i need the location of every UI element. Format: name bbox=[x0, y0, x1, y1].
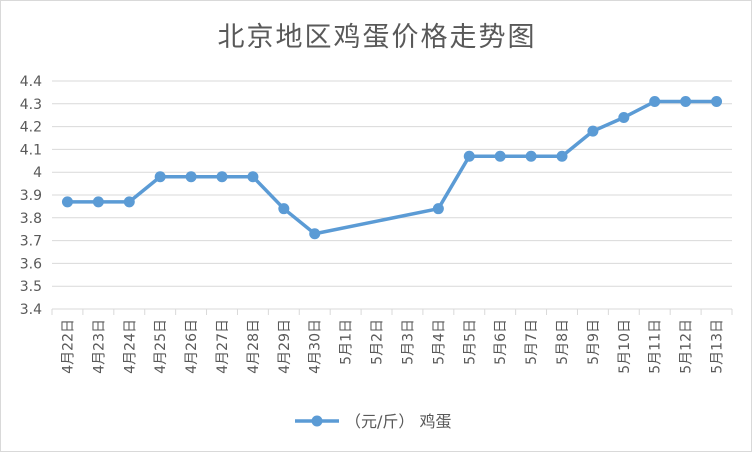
data-point bbox=[309, 228, 321, 240]
x-tick-label: 4月23日 bbox=[91, 319, 107, 374]
y-tick-label: 3.7 bbox=[20, 234, 42, 250]
data-point bbox=[247, 171, 259, 183]
data-point bbox=[494, 150, 506, 162]
x-tick-label: 5月2日 bbox=[370, 319, 386, 365]
y-tick-label: 4.4 bbox=[20, 74, 42, 90]
y-tick-label: 4.2 bbox=[20, 120, 42, 136]
y-tick-label: 3.9 bbox=[20, 188, 42, 204]
data-point bbox=[680, 96, 692, 108]
x-tick-label: 4月26日 bbox=[184, 319, 200, 374]
series-line bbox=[67, 99, 717, 236]
x-tick-label: 4月28日 bbox=[246, 319, 262, 374]
x-tick-label: 5月12日 bbox=[679, 319, 695, 374]
legend-label: （元/斤） 鸡蛋 bbox=[345, 412, 451, 431]
x-tick-label: 5月1日 bbox=[339, 319, 355, 365]
data-point bbox=[618, 111, 630, 123]
x-tick-label: 5月6日 bbox=[493, 319, 509, 365]
x-tick-label: 5月4日 bbox=[431, 319, 447, 365]
x-tick-label: 4月24日 bbox=[122, 319, 138, 374]
data-point bbox=[278, 203, 290, 215]
y-tick-label: 3.5 bbox=[20, 279, 42, 295]
x-tick-label: 5月9日 bbox=[586, 319, 602, 365]
x-tick-label: 5月13日 bbox=[710, 319, 726, 374]
x-tick-label: 5月3日 bbox=[400, 319, 416, 365]
data-point bbox=[185, 171, 197, 183]
x-tick-label: 5月7日 bbox=[524, 319, 540, 365]
x-tick-label: 5月5日 bbox=[462, 319, 478, 365]
y-tick-label: 3.6 bbox=[20, 256, 42, 272]
legend-marker bbox=[311, 415, 323, 427]
y-tick-label: 4 bbox=[33, 165, 42, 181]
data-point bbox=[463, 150, 475, 162]
data-point bbox=[123, 196, 135, 208]
x-tick-label: 5月8日 bbox=[555, 319, 571, 365]
y-tick-label: 4.3 bbox=[20, 97, 42, 113]
x-tick-label: 5月10日 bbox=[617, 319, 633, 374]
y-tick-label: 3.8 bbox=[20, 211, 42, 227]
data-point bbox=[154, 171, 166, 183]
data-point bbox=[525, 150, 537, 162]
data-point bbox=[61, 196, 73, 208]
data-point bbox=[432, 203, 444, 215]
data-point bbox=[92, 196, 104, 208]
data-point bbox=[587, 125, 599, 137]
data-point bbox=[649, 96, 661, 108]
x-tick-label: 4月27日 bbox=[215, 319, 231, 374]
x-tick-label: 4月29日 bbox=[277, 319, 293, 374]
x-tick-label: 4月30日 bbox=[308, 319, 324, 374]
y-tick-label: 3.4 bbox=[20, 302, 42, 318]
y-tick-label: 4.1 bbox=[20, 142, 42, 158]
x-tick-label: 4月22日 bbox=[60, 319, 76, 374]
chart-title: 北京地区鸡蛋价格走势图 bbox=[217, 22, 537, 53]
data-point bbox=[216, 171, 228, 183]
x-tick-label: 5月11日 bbox=[648, 319, 664, 374]
data-point bbox=[711, 96, 723, 108]
x-tick-label: 4月25日 bbox=[153, 319, 169, 374]
data-point bbox=[556, 150, 568, 162]
